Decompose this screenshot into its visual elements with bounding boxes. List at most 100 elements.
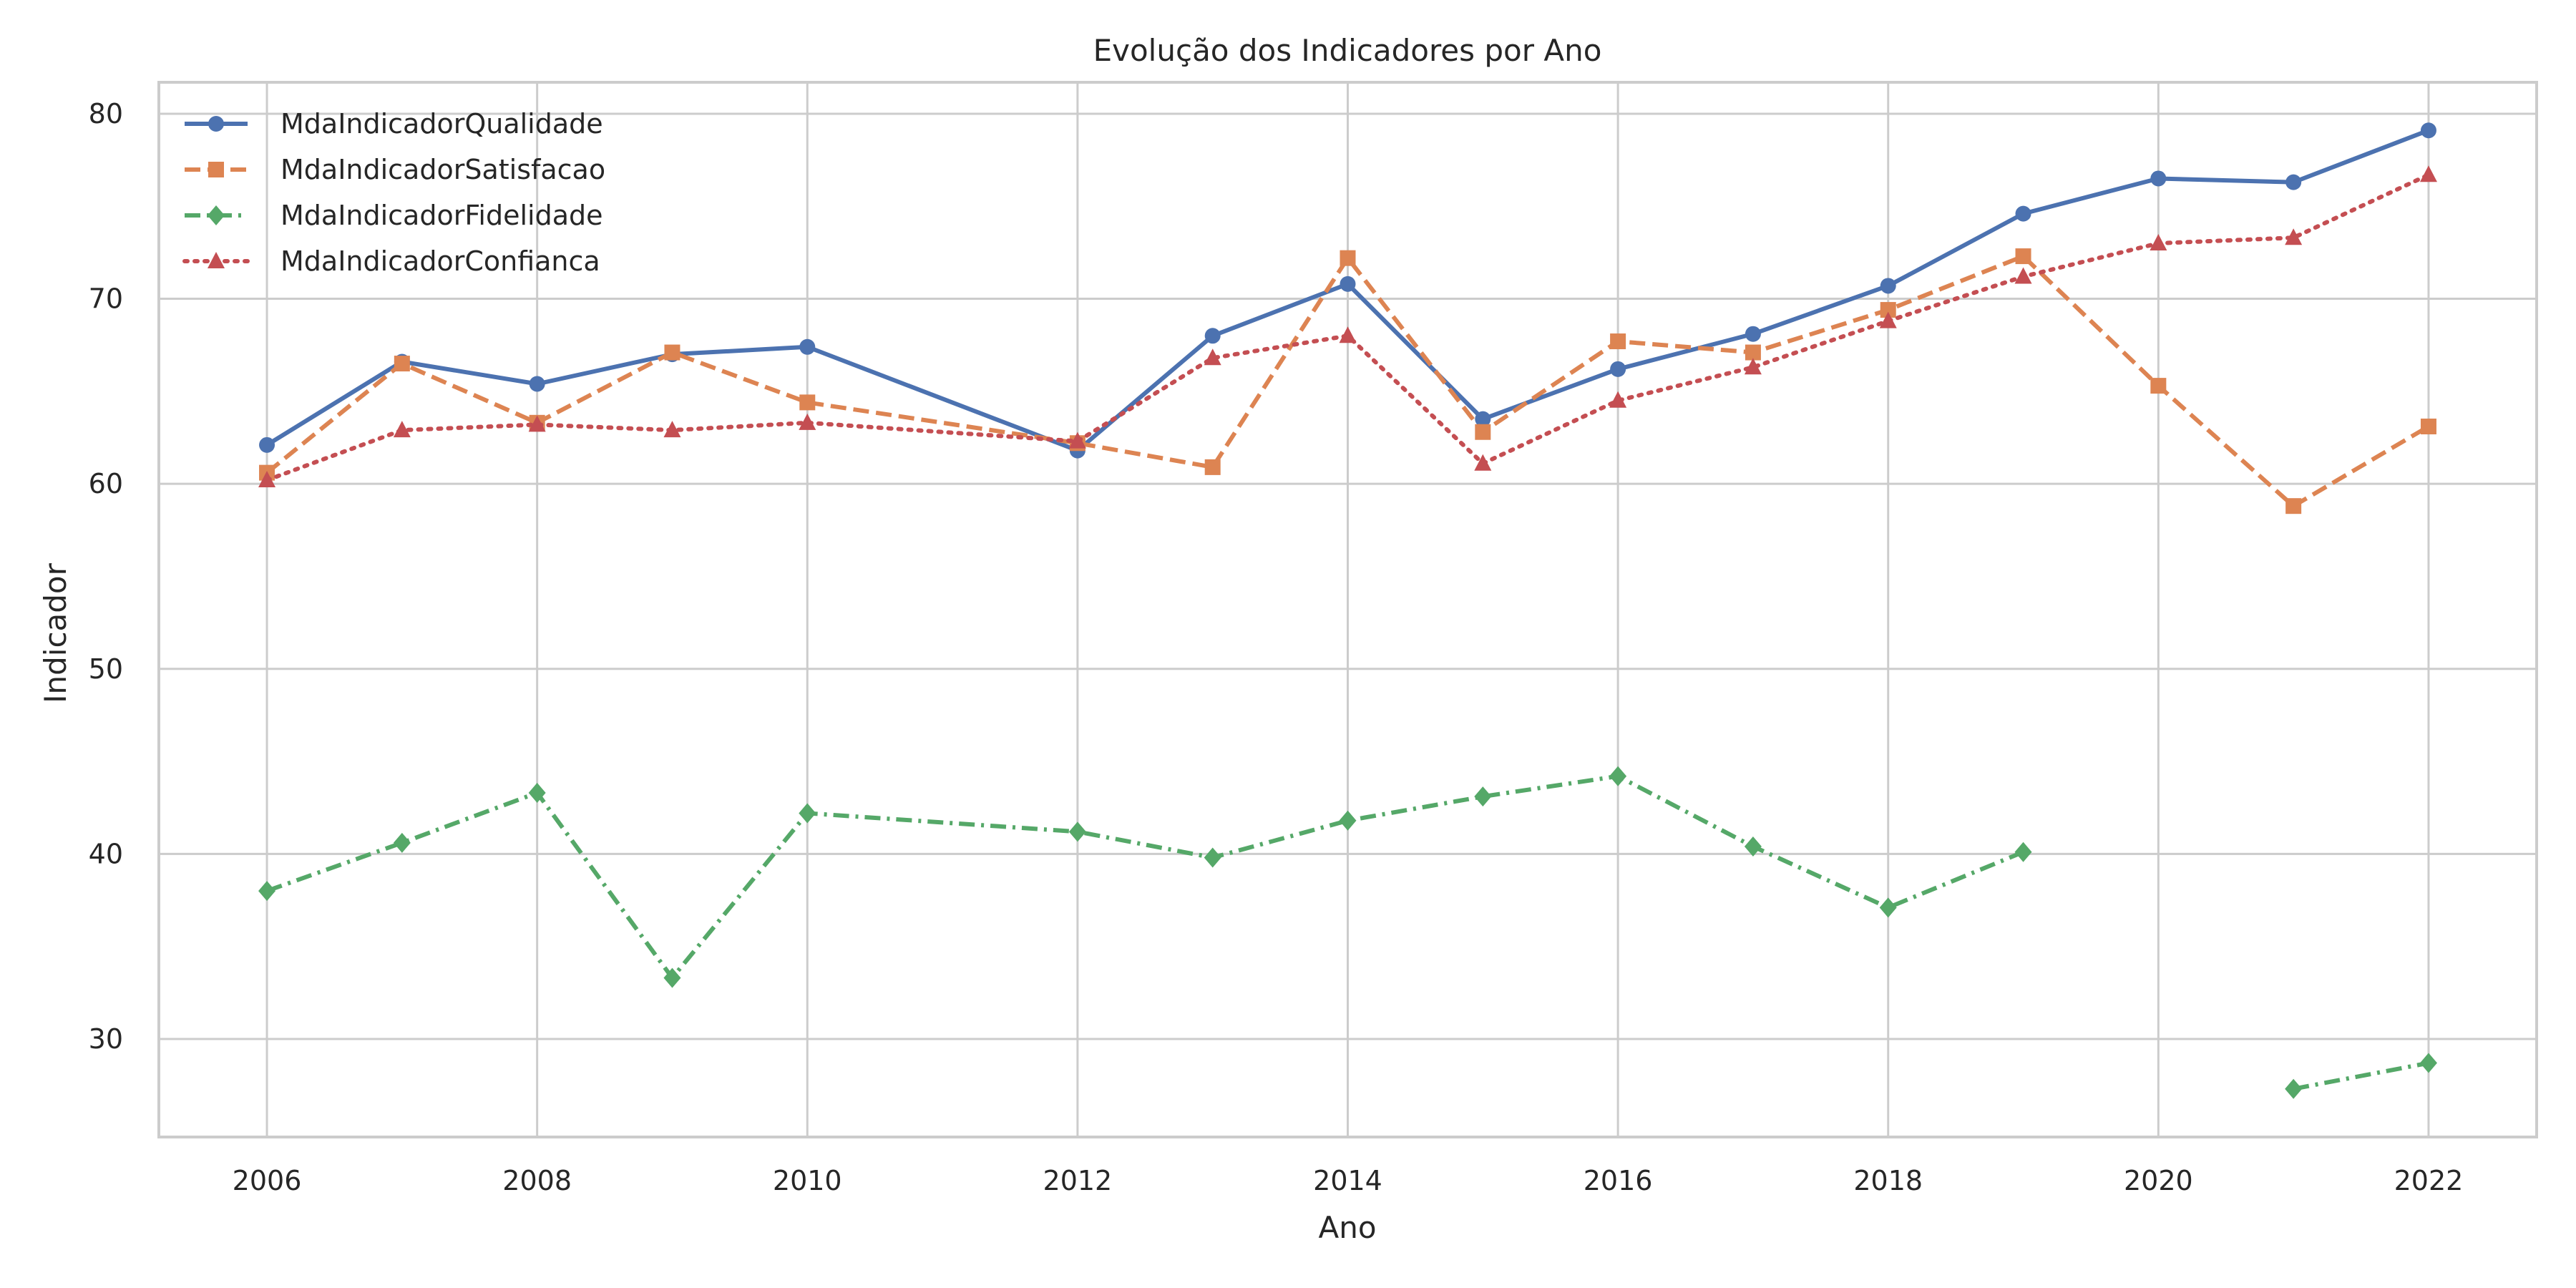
y-axis-label: Indicador — [38, 562, 73, 703]
data-point — [1744, 358, 1762, 375]
data-point — [2420, 418, 2436, 434]
data-point — [2150, 233, 2167, 250]
data-point — [2285, 174, 2302, 190]
data-point — [258, 881, 276, 902]
legend-item: MdaIndicadorQualidade — [185, 108, 603, 140]
data-point — [1745, 326, 1761, 342]
data-point — [2150, 170, 2167, 187]
series-line — [2293, 1060, 2429, 1091]
series-layer — [258, 122, 2437, 1099]
data-point — [1880, 302, 1896, 318]
data-point — [394, 356, 410, 372]
legend-label: MdaIndicadorQualidade — [280, 108, 603, 140]
legend-item: MdaIndicadorFidelidade — [185, 200, 603, 231]
data-point — [1204, 459, 1221, 475]
y-tick-label: 80 — [89, 98, 123, 130]
data-point — [663, 421, 681, 438]
data-point — [1609, 766, 1627, 786]
data-point — [1474, 786, 1492, 807]
plot-frame — [157, 81, 2538, 1138]
data-point — [1745, 344, 1761, 361]
data-point — [258, 470, 276, 487]
legend-marker — [208, 116, 224, 132]
legend-item: MdaIndicadorConfianca — [182, 245, 600, 277]
data-point — [1879, 311, 1897, 328]
series-line — [265, 254, 2430, 509]
data-point — [799, 413, 816, 430]
grid — [159, 82, 2537, 1137]
data-point — [1475, 424, 1491, 440]
y-tick-label: 50 — [89, 653, 123, 685]
x-axis-label: Ano — [1318, 1210, 1376, 1245]
x-tick-label: 2006 — [233, 1165, 302, 1196]
x-tick-label: 2022 — [2394, 1165, 2464, 1196]
data-point — [393, 421, 411, 438]
data-point — [1610, 333, 1626, 350]
series-line — [265, 172, 2431, 482]
data-point — [2015, 248, 2031, 265]
legend-marker — [208, 205, 225, 225]
data-point — [799, 803, 816, 824]
chart-title: Evolução dos Indicadores por Ano — [1093, 33, 1602, 68]
y-tick-label: 40 — [89, 838, 123, 869]
x-tick-label: 2014 — [1313, 1165, 1382, 1196]
legend-label: MdaIndicadorSatisfacao — [280, 154, 605, 185]
x-tick-label: 2010 — [773, 1165, 842, 1196]
x-tick-label: 2008 — [502, 1165, 572, 1196]
data-point — [1880, 278, 1896, 294]
legend-label: MdaIndicadorConfianca — [280, 245, 600, 277]
data-point — [2420, 122, 2436, 139]
y-tick-label: 60 — [89, 468, 123, 499]
data-point — [2014, 841, 2032, 862]
series-line — [265, 128, 2430, 453]
series-MdaIndicadorSatisfacao — [259, 248, 2436, 514]
data-point — [2419, 1053, 2437, 1073]
legend-label: MdaIndicadorFidelidade — [280, 200, 603, 231]
x-tick-label: 2016 — [1584, 1165, 1653, 1196]
data-point — [2014, 267, 2032, 284]
series-MdaIndicadorConfianca — [258, 165, 2437, 487]
data-point — [1204, 328, 1221, 344]
legend: MdaIndicadorQualidade MdaIndicadorSatisfa… — [182, 108, 605, 277]
data-point — [1340, 275, 1356, 292]
x-tick-label: 2018 — [1853, 1165, 1923, 1196]
data-point — [393, 832, 411, 853]
x-tick-label: 2012 — [1043, 1165, 1113, 1196]
legend-item: MdaIndicadorSatisfacao — [185, 154, 605, 185]
data-point — [259, 436, 275, 453]
data-point — [1879, 897, 1897, 918]
data-point — [2015, 205, 2031, 222]
data-point — [1339, 326, 1357, 343]
data-point — [1610, 361, 1626, 377]
data-point — [1609, 391, 1627, 408]
data-point — [799, 338, 816, 355]
data-point — [529, 376, 545, 392]
data-point — [1339, 810, 1357, 831]
series-MdaIndicadorFidelidade — [258, 766, 2437, 1099]
data-point — [2285, 228, 2303, 245]
data-point — [528, 783, 546, 804]
data-point — [1474, 454, 1492, 471]
data-point — [1744, 836, 1762, 857]
data-point — [1475, 411, 1491, 427]
data-point — [799, 394, 816, 411]
data-point — [1068, 431, 1086, 449]
data-point — [1068, 821, 1086, 842]
data-point — [2285, 498, 2302, 514]
tick-labels: 2006 2008 2010 2012 2014 2016 2018 2020 2022 30 40… — [89, 98, 2464, 1196]
data-point — [663, 967, 681, 988]
data-point — [2150, 378, 2167, 394]
legend-marker — [208, 252, 225, 268]
data-point — [2285, 1078, 2303, 1099]
data-point — [664, 344, 680, 361]
legend-marker — [208, 162, 224, 177]
data-point — [528, 415, 546, 432]
data-point — [1340, 250, 1356, 266]
x-tick-label: 2020 — [2124, 1165, 2193, 1196]
data-point — [1204, 847, 1221, 868]
y-tick-label: 30 — [89, 1023, 123, 1055]
data-point — [2419, 165, 2437, 182]
y-tick-label: 70 — [89, 283, 123, 315]
